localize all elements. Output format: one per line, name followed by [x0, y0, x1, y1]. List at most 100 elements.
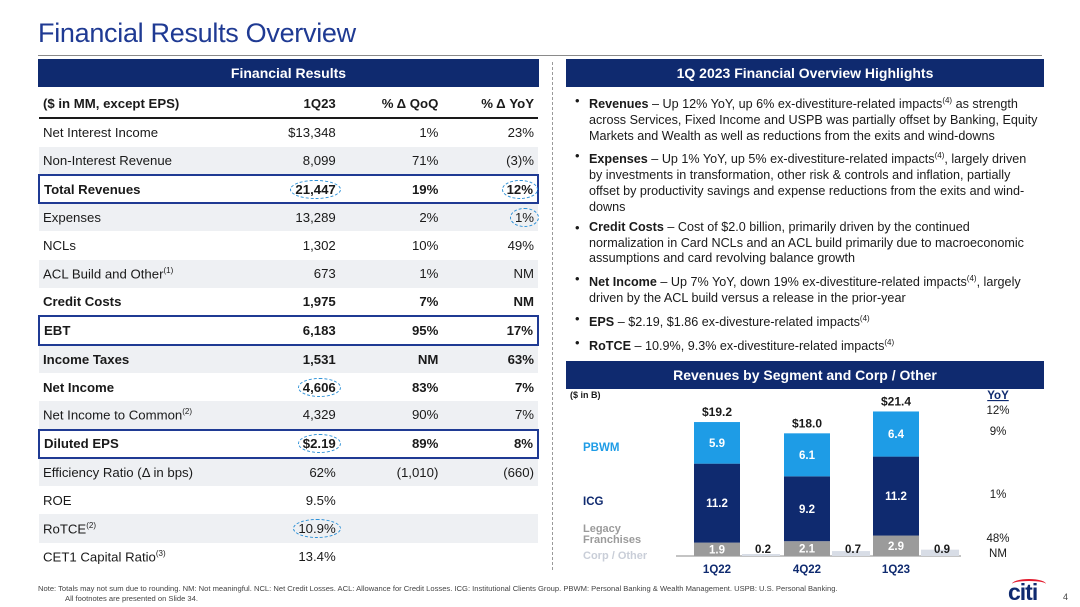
row-label-text: Efficiency Ratio (Δ in bps) — [43, 465, 194, 480]
highlight-item: Expenses – Up 1% YoY, up 5% ex-divestitu… — [572, 148, 1040, 215]
cell-yoy-text: 7% — [514, 379, 534, 395]
highlight-tail: as strength across Services, Fixed Incom… — [589, 97, 1038, 143]
yoy-value: 1% — [990, 489, 1007, 501]
bar-value-label: 11.2 — [885, 491, 907, 503]
row-label: Net Income to Common(2) — [39, 401, 249, 430]
highlight-text: – 10.9%, 9.3% ex-divestiture-related imp… — [630, 338, 885, 353]
cell-1q23-text: 4,329 — [302, 407, 336, 423]
row-label-text: Total Revenues — [44, 181, 141, 197]
highlight-head: Revenues — [589, 97, 649, 112]
cell-1q23: 13,289 — [248, 203, 340, 232]
row-label-text: ACL Build and Other — [43, 266, 164, 282]
page-number: 4 — [1063, 592, 1069, 602]
footnote-ref: (2) — [86, 520, 97, 530]
footnote-line-2: All footnotes are presented on Slide 34. — [65, 594, 198, 603]
cell-yoy: 1% — [442, 203, 539, 232]
cell-yoy-text: (3)% — [506, 152, 534, 168]
bar-legacy-franchises-1q22 — [694, 542, 740, 556]
footnote-line-1: Note: Totals may not sum due to rounding… — [38, 584, 838, 593]
footnote-ref: (2) — [182, 407, 193, 417]
bar-value-label: 0.7 — [845, 544, 861, 556]
cell-yoy — [442, 543, 538, 571]
footnote-ref: (3) — [155, 549, 166, 559]
highlights-header: 1Q 2023 Financial Overview Highlights — [566, 59, 1044, 87]
col-header-metric: ($ in MM, except EPS) — [39, 90, 249, 120]
cell-yoy: 49% — [442, 231, 538, 259]
citi-logo: citi — [1008, 579, 1038, 605]
row-label: Non-Interest Revenue — [39, 146, 249, 175]
bar-total-label: $21.4 — [881, 394, 911, 408]
highlight-item: EPS – $2.19, $1.86 ex-divesture-related … — [572, 311, 1040, 331]
page-title: Financial Results Overview — [38, 18, 356, 48]
table-header-row: ($ in MM, except EPS) 1Q23 % Δ QoQ % Δ Y… — [39, 90, 538, 120]
yoy-value: 9% — [990, 426, 1007, 438]
chart-unit: ($ in B) — [570, 390, 601, 400]
row-label: Net Interest Income — [39, 118, 248, 146]
row-label: EBT — [37, 315, 249, 346]
highlight-tail: , largely driven by the ACL build versus… — [589, 275, 1021, 305]
highlight-head: RoTCE — [589, 338, 631, 353]
cell-yoy: 8% — [442, 428, 539, 459]
row-label-text: Diluted EPS — [44, 436, 119, 452]
cell-1q23: 1,531 — [248, 344, 340, 373]
bar-legacy-franchises-1q23 — [873, 535, 919, 556]
row-label-text: RoTCE — [43, 521, 87, 537]
cell-1q23-text: $2.19 — [297, 434, 341, 454]
cell-1q23: 13.4% — [248, 543, 340, 571]
row-label-text: EBT — [44, 323, 71, 339]
bar-pbwm-1q23 — [873, 411, 919, 457]
table-row: CET1 Capital Ratio(3) 13.4% — [39, 543, 538, 571]
table-row: Credit Costs 1,975 7% NM — [39, 288, 538, 316]
citi-logo-arc — [1012, 579, 1046, 589]
bar-value-label: 9.2 — [799, 504, 815, 516]
highlight-tail: , largely driven by investments in trans… — [589, 152, 1027, 215]
row-label-text: Net Income to Common — [43, 407, 183, 423]
category-label: 1Q22 — [703, 564, 731, 576]
cell-qoq — [340, 486, 443, 514]
bar-corp-other-1q23 — [921, 549, 959, 556]
cell-yoy: NM — [442, 259, 538, 289]
cell-yoy: 12% — [442, 173, 539, 205]
highlight-head: Net Income — [589, 275, 657, 290]
yoy-value: 12% — [986, 405, 1009, 417]
bar-pbwm-1q22 — [694, 422, 740, 464]
cell-qoq: 89% — [339, 428, 443, 459]
bar-value-label: 0.9 — [934, 544, 950, 556]
bar-icg-1q22 — [694, 463, 740, 543]
footnote-ref: (4) — [859, 313, 870, 323]
cell-qoq-text: (1,010) — [396, 465, 439, 480]
cell-1q23: 9.5% — [248, 486, 340, 514]
bar-value-label: 1.9 — [709, 544, 725, 556]
col-header-qoq: % Δ QoQ — [339, 90, 443, 120]
cell-qoq: 10% — [340, 231, 443, 259]
cell-qoq-text: 1% — [419, 125, 439, 141]
table-row: Non-Interest Revenue 8,099 71% (3)% — [39, 146, 538, 175]
cell-yoy-text: 8% — [513, 436, 533, 452]
cell-qoq-text: 10% — [411, 238, 439, 254]
bar-value-label: 2.1 — [799, 544, 816, 556]
cell-qoq — [340, 543, 443, 571]
table-row: Income Taxes 1,531 NM 63% — [39, 344, 538, 373]
cell-yoy-text: 12% — [501, 179, 538, 199]
cell-1q23: 8,099 — [248, 146, 340, 175]
footnote: Note: Totals may not sum due to rounding… — [38, 584, 1008, 604]
cell-1q23-text: 13.4% — [298, 549, 336, 565]
row-label: CET1 Capital Ratio(3) — [39, 543, 248, 571]
table-row: ROE 9.5% — [39, 486, 538, 514]
bar-pbwm-4q22 — [784, 433, 830, 477]
cell-qoq: 1% — [340, 118, 443, 146]
cell-qoq-text: 1% — [419, 266, 439, 282]
bar-total-label: $19.2 — [702, 405, 732, 419]
category-label: 1Q23 — [882, 564, 910, 576]
legend-icg: ICG — [583, 496, 604, 508]
row-label: Total Revenues — [37, 173, 249, 205]
bar-corp-other-4q22 — [832, 551, 870, 556]
table-row: Diluted EPS $2.19 89% 8% — [37, 428, 539, 459]
cell-1q23-text: 1,531 — [302, 351, 336, 367]
highlight-head: Credit Costs — [589, 219, 664, 234]
cell-1q23: 1,975 — [248, 288, 340, 316]
cell-qoq-text: 2% — [419, 210, 439, 226]
cell-qoq-text: 7% — [419, 294, 439, 310]
footnote-ref: (4) — [966, 274, 977, 284]
highlight-text: – Up 1% YoY, up 5% ex-divestiture-relate… — [647, 152, 935, 167]
